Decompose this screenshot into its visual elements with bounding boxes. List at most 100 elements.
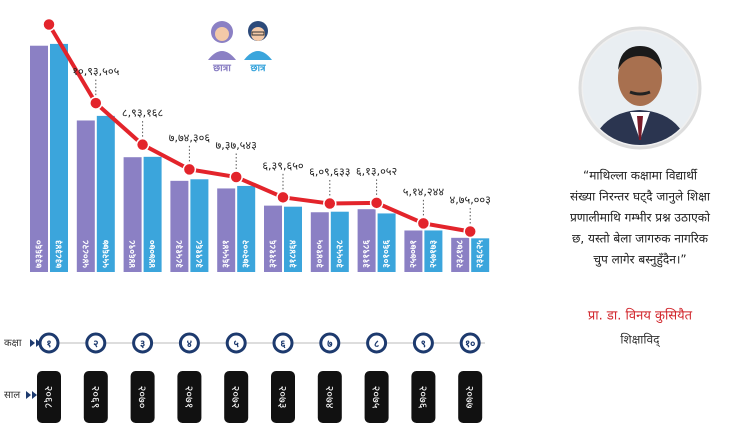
year-box: २०७७ — [458, 371, 483, 423]
legend-label: छात्रा — [212, 63, 231, 74]
point-label: ४,७५,००३ — [450, 194, 491, 207]
x-tick-label: १० — [465, 339, 475, 350]
bar — [30, 45, 48, 272]
point-label: ७,३७,५४३ — [216, 139, 257, 152]
grade-marker — [412, 332, 434, 354]
year-bg — [177, 371, 202, 423]
year-label: २०७७ — [463, 386, 476, 409]
bar-label: २५७०७१ — [409, 240, 419, 268]
line-point — [135, 137, 150, 152]
row-label: साल — [4, 390, 20, 401]
point-label: १०,९३,५०५ — [72, 65, 119, 78]
grade-marker — [132, 332, 154, 354]
bar-label: २३६८२५ — [476, 240, 486, 268]
year-bg — [364, 371, 389, 423]
line — [47, 23, 471, 234]
bar — [471, 238, 490, 272]
row-label: कक्षा — [4, 338, 22, 349]
line-point — [229, 170, 243, 184]
year-box: २०७४ — [317, 371, 342, 423]
quote-line: चुप लागेर बस्नुहुँदैन।” — [593, 253, 686, 268]
line-point — [276, 190, 290, 205]
grade-marker — [319, 332, 341, 354]
x-tick-label: ८ — [374, 339, 379, 350]
year-label: २०६९ — [89, 386, 102, 409]
line-point — [182, 162, 197, 177]
year-bg — [458, 371, 483, 423]
year-box: २०७६ — [411, 371, 436, 423]
bar-label: ३०१०६६ — [382, 240, 392, 268]
line-point — [463, 224, 477, 239]
point-label: ६,१३,०५२ — [356, 165, 397, 178]
portrait — [578, 26, 702, 150]
bar-label: ५४०८२८ — [81, 240, 91, 268]
year-label: २०६८ — [42, 386, 55, 409]
grade-marker — [38, 332, 60, 354]
bar-label: ४४६०९८ — [128, 240, 138, 268]
x-tick-label: ९ — [421, 339, 426, 350]
grade-marker — [366, 332, 388, 354]
point-label: ५,१४,२४४ — [403, 185, 445, 198]
grade-marker — [85, 332, 107, 354]
x-tick-label: ७ — [327, 339, 333, 350]
bar — [310, 212, 329, 272]
year-label: २०७१ — [182, 386, 195, 409]
author-role: शिक्षाविद् — [620, 333, 660, 349]
line-point — [369, 196, 384, 210]
x-tick-label: १ — [46, 339, 51, 350]
bar — [451, 237, 470, 272]
point-label: ८,९३,१६८ — [122, 107, 164, 120]
year-box: २०७३ — [271, 371, 295, 423]
bar — [190, 179, 209, 272]
bar — [170, 180, 189, 272]
line-point — [89, 96, 103, 110]
year-box: २०७५ — [364, 371, 389, 423]
x-tick-label: २ — [93, 339, 98, 350]
year-label: २०७४ — [323, 386, 336, 409]
point-label: ६,०९,६३३ — [309, 166, 350, 179]
bar — [237, 185, 256, 272]
bar — [404, 230, 423, 272]
point-label: ७,७४,३०६ — [169, 131, 211, 144]
x-tick-label: ३ — [140, 339, 145, 350]
author-name: प्रा. डा. विनय कुसियैत — [588, 308, 693, 324]
year-bg — [130, 371, 155, 423]
year-label: २०७२ — [229, 386, 242, 409]
bar-label: ३६५५४१ — [222, 240, 232, 268]
bar-label: ३११९८६ — [362, 240, 372, 268]
grade-marker — [459, 332, 481, 354]
legend-label: छात्र — [249, 63, 266, 74]
quote-line: प्रणालीमाथि गम्भीर प्रश्न उठाएको — [570, 211, 711, 225]
quote-line: संख्या निरन्तर घट्दै जानुले शिक्षा — [570, 190, 711, 205]
point-label: ६,३९,६५० — [262, 159, 304, 172]
year-box: २०७२ — [224, 371, 249, 423]
year-label: २०७० — [136, 386, 149, 409]
bar — [217, 188, 236, 272]
year-label: २०७६ — [416, 386, 429, 409]
line-point — [323, 196, 337, 211]
year-bg — [224, 371, 249, 423]
bar-label: ३८५१३८ — [175, 240, 185, 268]
x-tick-label: ४ — [187, 339, 192, 350]
bar — [96, 115, 115, 272]
year-bg — [271, 371, 295, 423]
bar-label: ३१८४६४ — [289, 240, 299, 268]
quote-line: “माथिल्ला कक्षामा विद्यार्थी — [583, 169, 698, 183]
bar-label: ३८९१६८ — [195, 240, 205, 268]
x-tick-label: ५ — [234, 339, 239, 350]
bar — [330, 211, 349, 272]
year-bg — [317, 371, 342, 423]
quote-line: छ, यस्तो बेला जागरुक नागरिक — [572, 232, 709, 246]
bar-label: ७३३६६० — [35, 240, 45, 268]
arrow — [30, 339, 41, 347]
year-bg — [83, 371, 108, 423]
bar — [50, 43, 68, 272]
year-box: २०७० — [130, 371, 155, 423]
year-box: २०६८ — [37, 371, 61, 423]
girl-icon — [208, 21, 236, 60]
x-tick-label: ६ — [280, 339, 286, 350]
year-box: २०६९ — [83, 371, 108, 423]
bar — [123, 157, 142, 272]
bar — [143, 156, 162, 272]
